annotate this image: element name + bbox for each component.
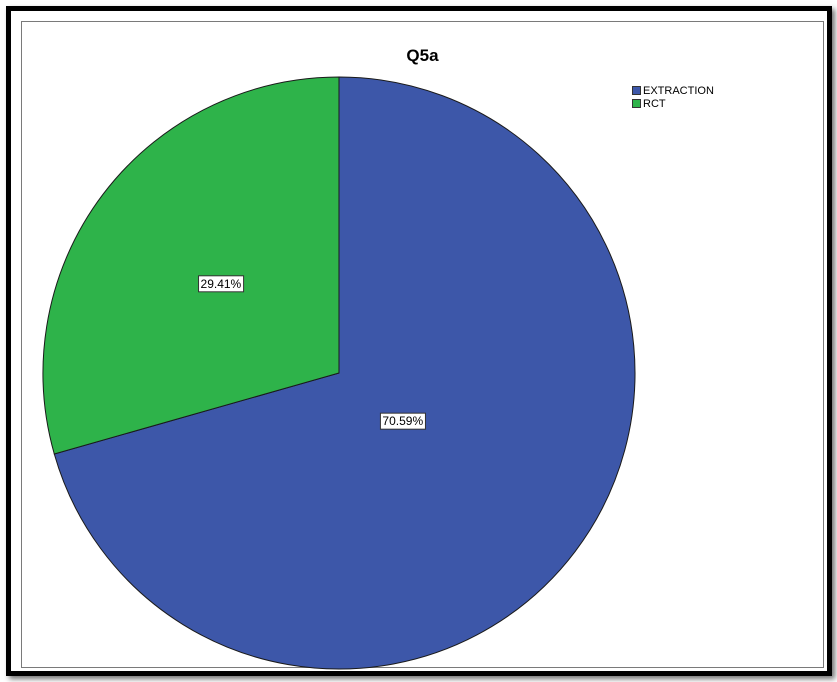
legend-label-extraction: EXTRACTION [643,84,714,97]
legend: EXTRACTION RCT [632,84,714,110]
pie-slice-extraction [53,76,636,670]
legend-swatch-rct [632,99,641,108]
data-label-extraction: 70.59% [379,412,426,430]
data-label-text: 70.59% [382,414,423,428]
data-label-box [198,275,245,293]
pie-slice-rct [42,76,340,455]
chart-frame: 70.59% 29.41% Q5a EXTRACTION RCT [6,6,832,676]
chart-title: Q5a [406,46,439,65]
legend-item-extraction: EXTRACTION [632,84,714,97]
legend-swatch-extraction [632,86,641,95]
data-label-text: 29.41% [201,277,242,291]
pie-chart: 70.59% 29.41% [42,76,636,670]
legend-item-rct: RCT [632,97,714,110]
legend-label-rct: RCT [643,97,666,110]
data-label-box [379,412,426,430]
chart-area: 70.59% 29.41% Q5a EXTRACTION RCT [21,21,824,670]
data-label-rct: 29.41% [198,275,245,293]
